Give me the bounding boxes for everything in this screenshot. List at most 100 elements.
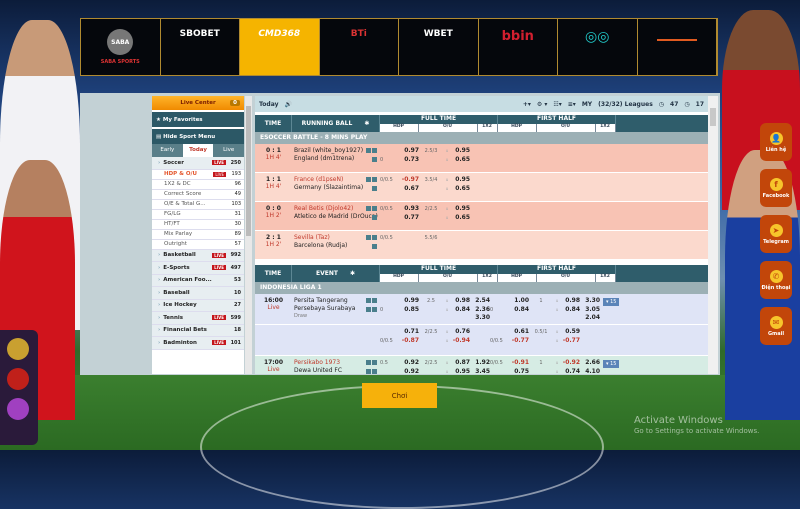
more-bets-button[interactable]: ▾ 15 xyxy=(603,360,620,368)
live-stream-icon[interactable] xyxy=(372,307,377,313)
play-button[interactable]: Chơi xyxy=(362,383,437,408)
sidebar-item[interactable]: 1X2 & DC 96 xyxy=(152,180,244,190)
star-icon[interactable]: ✱ xyxy=(364,120,370,127)
settings-icon[interactable]: ⚙ ▾ xyxy=(536,100,548,108)
odds-cell[interactable]: 1.92 xyxy=(475,359,490,366)
odds-cell[interactable]: 2.04 xyxy=(585,314,600,321)
provider-tab[interactable] xyxy=(638,19,717,75)
filter-icon[interactable]: ☷▾ xyxy=(553,100,562,108)
stats-icon[interactable] xyxy=(366,235,371,240)
odds-cell[interactable]: 0.75 xyxy=(514,367,529,375)
odds-cell[interactable]: 1.00 xyxy=(514,297,529,304)
odds-cell[interactable]: 0.87 xyxy=(455,359,470,366)
social-user-button[interactable]: 👤 Liên hệ xyxy=(760,123,792,161)
odds-cell[interactable]: 0.84 xyxy=(455,305,470,313)
sidebar-item[interactable]: HT/FT 30 xyxy=(152,220,244,230)
odds-cell[interactable]: 0.84 xyxy=(565,305,580,313)
odds-cell[interactable]: 0.74 xyxy=(565,367,580,375)
provider-tab[interactable]: BTi xyxy=(320,19,399,75)
hide-sport-menu-button[interactable]: ▤ Hide Sport Menu xyxy=(152,129,244,144)
sidebar-item[interactable]: HDP & O/U LIVE 193 xyxy=(152,170,244,180)
odds-cell[interactable]: 0.85 xyxy=(404,305,419,313)
odds-cell[interactable]: 3.45 xyxy=(475,367,490,375)
my-favorites-button[interactable]: ★ My Favorites xyxy=(152,112,244,127)
add-icon[interactable]: +▾ xyxy=(522,100,531,108)
provider-tab[interactable]: SABA SABA SPORTS xyxy=(81,19,161,75)
info-icon[interactable] xyxy=(372,157,377,163)
odds-cell[interactable]: 4.10 xyxy=(585,367,600,375)
leagues-selector[interactable]: (32/32) Leagues xyxy=(598,100,653,108)
odds-cell[interactable]: 0.92 xyxy=(404,359,419,366)
social-telegram-button[interactable]: ➤ Telegram xyxy=(760,215,792,253)
gift-icon[interactable] xyxy=(7,368,29,390)
sidebar-item[interactable]: Correct Score 49 xyxy=(152,190,244,200)
stats-icon[interactable] xyxy=(366,298,371,303)
vip-icon[interactable] xyxy=(7,338,29,360)
list-icon[interactable]: ≡▾ xyxy=(567,100,576,108)
sidebar-item[interactable]: › Baseball 10 xyxy=(152,287,244,300)
sidebar-item[interactable]: › American Foo... 53 xyxy=(152,274,244,287)
odds-cell[interactable]: 0.95 xyxy=(455,367,470,375)
sidebar-item[interactable]: › Ice Hockey 27 xyxy=(152,299,244,312)
odds-cell[interactable]: 0.61 xyxy=(514,328,529,335)
favorite-icon[interactable] xyxy=(372,177,377,182)
sidebar-item[interactable]: Mix Parlay 89 xyxy=(152,230,244,240)
star-icon[interactable]: ✱ xyxy=(349,270,355,277)
odds-cell[interactable]: 0.99 xyxy=(404,297,419,304)
info-icon[interactable] xyxy=(372,244,377,250)
main-scrollbar[interactable] xyxy=(708,96,718,374)
stats-icon[interactable] xyxy=(366,206,371,211)
odds-cell[interactable]: -0.97 xyxy=(401,176,419,183)
sidebar-item[interactable]: FG/LG 31 xyxy=(152,210,244,220)
odds-cell[interactable]: 3.05 xyxy=(585,305,600,313)
sidebar-item[interactable]: › E-Sports LIVE 497 xyxy=(152,262,244,275)
favorite-icon[interactable] xyxy=(372,360,377,365)
live-stream-icon[interactable] xyxy=(372,369,377,374)
league-header[interactable]: ESOCCER BATTLE - 8 MINS PLAY xyxy=(255,132,708,144)
odds-cell[interactable]: 0.65 xyxy=(455,213,470,221)
favorite-icon[interactable] xyxy=(372,148,377,153)
favorite-icon[interactable] xyxy=(372,206,377,211)
odds-cell[interactable]: 0.97 xyxy=(404,147,419,154)
odds-cell[interactable]: -0.92 xyxy=(562,359,580,366)
odds-cell[interactable]: 0.92 xyxy=(404,367,419,375)
odds-cell[interactable]: 0.77 xyxy=(404,213,419,221)
favorite-icon[interactable] xyxy=(372,235,377,240)
league-header[interactable]: INDONESIA LIGA 1 xyxy=(255,282,708,294)
odds-cell[interactable]: -0.94 xyxy=(452,336,470,344)
sidebar-item[interactable]: › Tennis LIVE 599 xyxy=(152,312,244,325)
sidebar-tab-today[interactable]: Today xyxy=(182,144,214,157)
odds-cell[interactable]: 0.93 xyxy=(404,205,419,212)
odds-cell[interactable]: -0.77 xyxy=(562,336,580,344)
provider-tab[interactable]: CMD368 xyxy=(240,19,320,75)
odds-cell[interactable]: 0.65 xyxy=(455,155,470,163)
sidebar-item[interactable]: › Soccer LIVE 250 xyxy=(152,157,244,170)
favorite-icon[interactable] xyxy=(372,298,377,303)
odds-cell[interactable]: 0.76 xyxy=(455,328,470,335)
sound-icon[interactable]: 🔊 xyxy=(284,100,292,108)
odds-cell[interactable]: 0.65 xyxy=(455,184,470,192)
odds-cell[interactable]: 2.66 xyxy=(585,359,600,366)
social-phone-button[interactable]: ✆ Điện thoại xyxy=(760,261,792,299)
stats-icon[interactable] xyxy=(366,177,371,182)
odds-cell[interactable]: 0.71 xyxy=(404,328,419,335)
stats-icon[interactable] xyxy=(366,148,371,153)
provider-tab[interactable]: ◎◎ xyxy=(558,19,638,75)
odds-cell[interactable]: 2.54 xyxy=(475,297,490,304)
odds-cell[interactable]: 0.95 xyxy=(455,205,470,212)
sidebar-tab-live[interactable]: Live xyxy=(223,147,235,153)
info-icon[interactable] xyxy=(366,307,371,313)
odds-cell[interactable]: 2.36 xyxy=(475,305,490,313)
wheel-icon[interactable] xyxy=(7,398,29,420)
provider-tab[interactable]: WBET xyxy=(399,19,479,75)
odds-cell[interactable]: 3.30 xyxy=(585,297,600,304)
social-facebook-button[interactable]: f Facebook xyxy=(760,169,792,207)
live-center-button[interactable]: Live Center 0 xyxy=(152,96,244,110)
odds-cell[interactable]: 0.95 xyxy=(455,176,470,183)
odds-cell[interactable]: 0.98 xyxy=(455,297,470,304)
provider-tab[interactable]: SBOBET xyxy=(161,19,240,75)
odds-cell[interactable]: 0.95 xyxy=(455,147,470,154)
provider-tab[interactable]: bbin xyxy=(479,19,558,75)
odds-cell[interactable]: 0.67 xyxy=(404,184,419,192)
stats-icon[interactable] xyxy=(366,360,371,365)
